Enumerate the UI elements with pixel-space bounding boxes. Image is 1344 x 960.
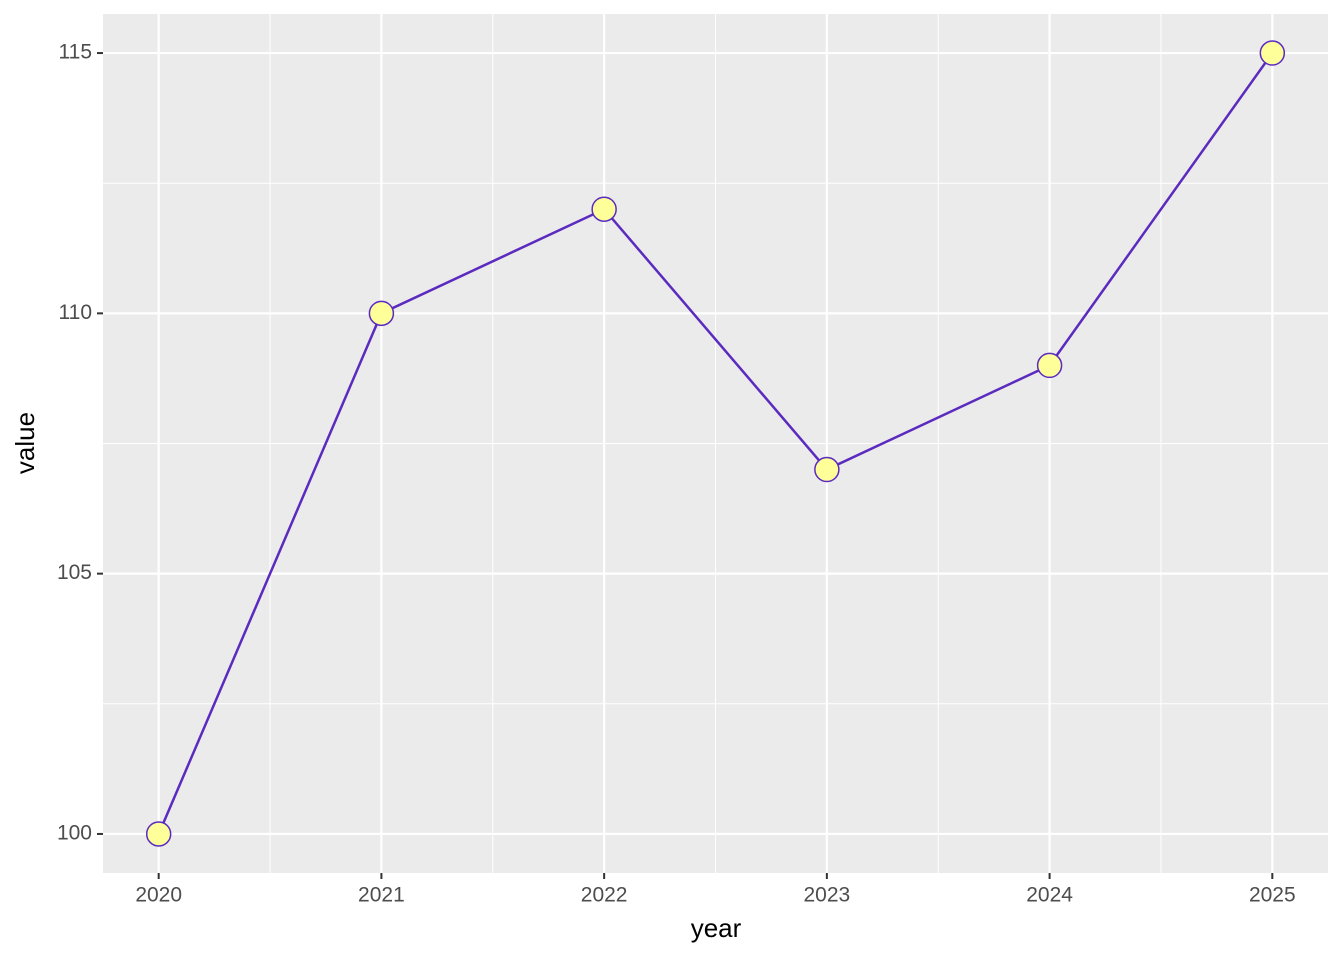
y-tick-label: 105 [57,561,92,584]
point [145,821,172,847]
x-tick-label: 2020 [135,884,182,907]
y-tick-label: 110 [59,301,92,324]
point [591,196,617,222]
point [368,300,395,327]
y-tick-label: 115 [59,41,92,64]
x-tick-label: 2022 [581,884,628,907]
point [814,456,840,483]
point [1259,40,1286,66]
y-axis-title: value [10,412,40,474]
point [1036,352,1063,379]
line [157,52,1274,835]
x-tick-label: 2025 [1249,884,1296,907]
x-tick-label: 2021 [358,884,405,907]
x-tick-label: 2023 [804,884,851,907]
x-tick-label: 2024 [1026,884,1073,907]
x-axis-title: year [691,913,742,943]
y-tick-label: 100 [57,822,92,845]
